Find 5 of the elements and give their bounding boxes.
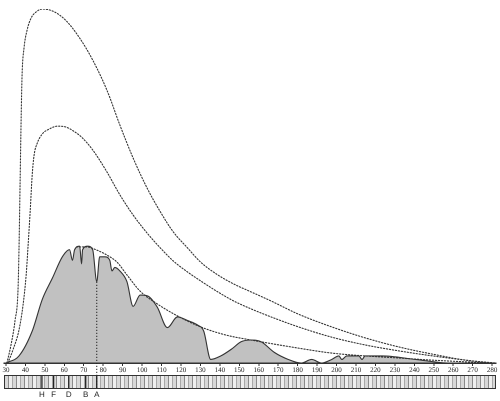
- ref-line-label: D: [66, 390, 72, 400]
- ref-line-label: F: [51, 390, 56, 400]
- ref-line-label: B: [83, 390, 88, 400]
- ref-line-label: A: [94, 390, 100, 400]
- ref-line-label: H: [39, 390, 46, 400]
